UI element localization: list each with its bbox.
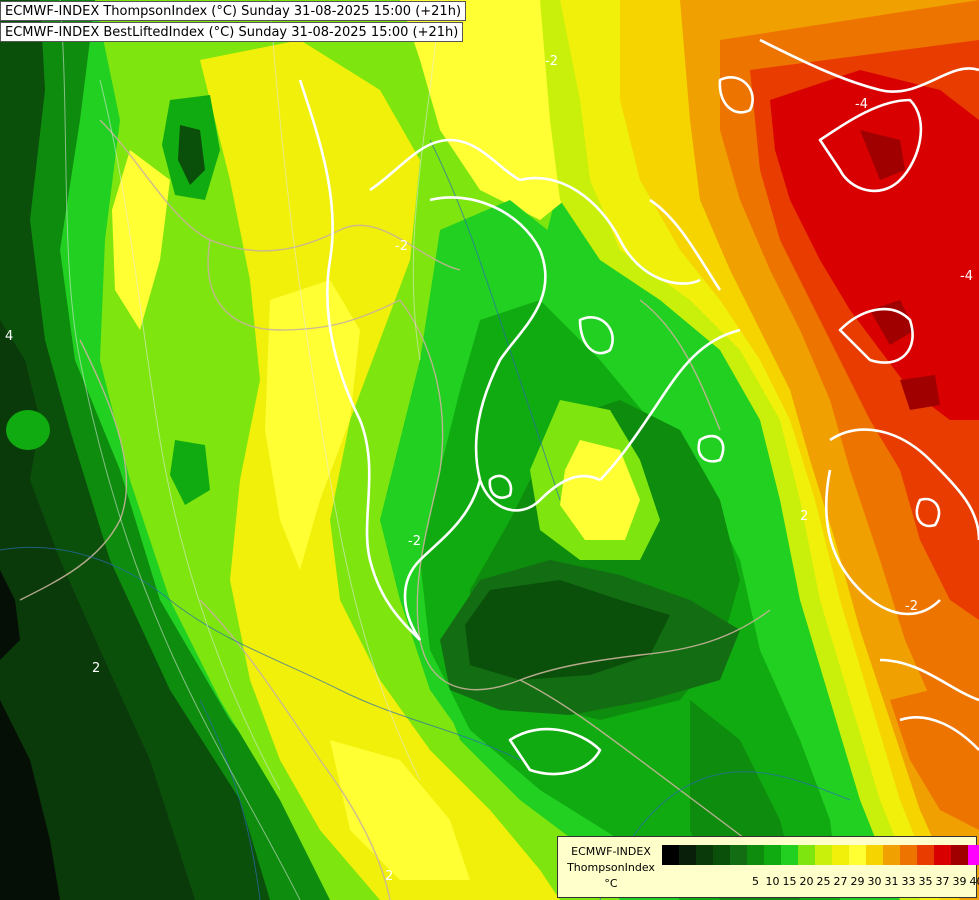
legend-tick-label: 39 xyxy=(952,875,967,888)
legend-model: ECMWF-INDEX xyxy=(571,845,651,858)
legend-swatch xyxy=(747,845,764,865)
legend-swatch xyxy=(713,845,730,865)
legend-tick-label: 31 xyxy=(884,875,899,888)
legend-tick-label: 27 xyxy=(833,875,848,888)
field-green-darkest xyxy=(465,580,670,680)
country-borders xyxy=(19,119,771,900)
field-ne-darkred xyxy=(860,130,940,410)
legend-swatch xyxy=(798,845,815,865)
contour-labels: -4 -2 2 -2 -2 -4 -2 4 2 2 xyxy=(5,54,973,884)
legend-swatch xyxy=(883,845,900,865)
title-thompson-index: ECMWF-INDEX ThompsonIndex (°C) Sunday 31… xyxy=(0,1,467,21)
rivers xyxy=(0,139,851,900)
contour-label: 2 xyxy=(800,509,808,524)
legend-parameter: ThompsonIndex xyxy=(567,861,655,874)
legend-swatch xyxy=(730,845,747,865)
color-legend: ECMWF-INDEX ThompsonIndex °C 5 10 15 20 25 27… xyxy=(557,836,979,898)
legend-swatch xyxy=(951,845,968,865)
legend-tick-label: 20 xyxy=(799,875,814,888)
legend-swatch xyxy=(866,845,883,865)
contour-label: -4 xyxy=(855,97,868,112)
field-north-green-spot xyxy=(162,95,220,505)
legend-swatch xyxy=(934,845,951,865)
field-yellow-bright xyxy=(112,150,470,880)
legend-swatch xyxy=(917,845,934,865)
title-best-lifted-index: ECMWF-INDEX BestLiftedIndex (°C) Sunday … xyxy=(0,22,464,42)
legend-tick-label: 37 xyxy=(935,875,950,888)
legend-tick-label: 5 xyxy=(752,875,759,888)
field-west-darkest xyxy=(0,320,195,900)
contour-label: -2 xyxy=(905,599,918,614)
contour-label: 4 xyxy=(5,329,13,344)
field-north-dark-spot xyxy=(178,125,205,185)
field-west-black xyxy=(0,570,60,900)
legend-swatches xyxy=(662,845,979,865)
legend-swatch xyxy=(900,845,917,865)
contour-label: -2 xyxy=(395,239,408,254)
legend-swatch xyxy=(832,845,849,865)
legend-tick-label: 35 xyxy=(918,875,933,888)
legend-tick-label: 30 xyxy=(867,875,882,888)
legend-swatch xyxy=(679,845,696,865)
contour-label: -2 xyxy=(408,534,421,549)
legend-swatch xyxy=(968,845,979,865)
contour-label: -2 xyxy=(545,54,558,69)
legend-unit: °C xyxy=(604,877,618,890)
legend-tick-label: 10 xyxy=(765,875,780,888)
legend-swatch xyxy=(662,845,679,865)
legend-tick-label: 25 xyxy=(816,875,831,888)
contour-label: 2 xyxy=(385,869,393,884)
legend-swatch xyxy=(849,845,866,865)
legend-tick-label: 29 xyxy=(850,875,865,888)
field-ne-red xyxy=(770,70,979,420)
field-yellow-central xyxy=(200,40,560,900)
legend-tick-label: 15 xyxy=(782,875,797,888)
legend-tick-label: 33 xyxy=(901,875,916,888)
legend-swatch xyxy=(696,845,713,865)
legend-swatch xyxy=(815,845,832,865)
legend-tick-label: 40 xyxy=(969,875,979,888)
contour-label: -4 xyxy=(960,269,973,284)
field-west-spot xyxy=(6,410,50,450)
legend-swatch xyxy=(764,845,781,865)
lifted-index-contours xyxy=(298,38,979,776)
legend-swatch xyxy=(781,845,798,865)
field-yellow-pocket xyxy=(560,440,640,540)
faint-contours xyxy=(59,0,441,900)
contour-label: 2 xyxy=(92,661,100,676)
